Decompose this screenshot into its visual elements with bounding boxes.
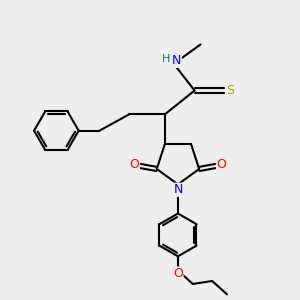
Text: H: H bbox=[162, 54, 170, 64]
Text: O: O bbox=[217, 158, 226, 171]
Text: N: N bbox=[173, 183, 183, 196]
Text: O: O bbox=[173, 267, 183, 280]
Text: N: N bbox=[172, 54, 182, 67]
Text: S: S bbox=[226, 84, 234, 97]
Text: O: O bbox=[130, 158, 140, 171]
